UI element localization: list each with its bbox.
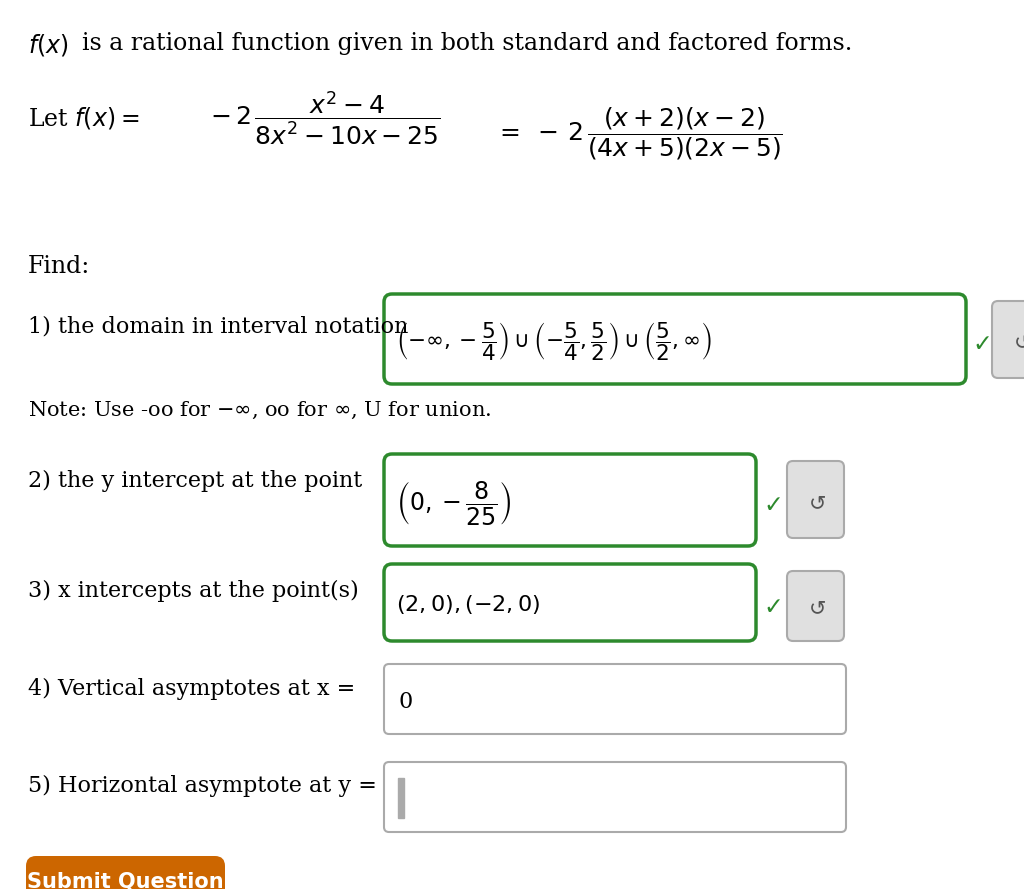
FancyBboxPatch shape xyxy=(26,856,225,889)
FancyBboxPatch shape xyxy=(384,664,846,734)
FancyBboxPatch shape xyxy=(384,564,756,641)
Text: 1) the domain in interval notation: 1) the domain in interval notation xyxy=(28,315,409,337)
FancyBboxPatch shape xyxy=(384,454,756,546)
Text: $\checkmark$: $\checkmark$ xyxy=(972,330,990,354)
Text: $f(x)$: $f(x)$ xyxy=(28,32,69,58)
Text: is a rational function given in both standard and factored forms.: is a rational function given in both sta… xyxy=(82,32,852,55)
FancyBboxPatch shape xyxy=(384,762,846,832)
FancyBboxPatch shape xyxy=(384,294,966,384)
Text: $\circlearrowleft$: $\circlearrowleft$ xyxy=(1009,332,1024,352)
Text: $\circlearrowleft$: $\circlearrowleft$ xyxy=(804,493,826,513)
Text: 5) Horizontal asymptote at y =: 5) Horizontal asymptote at y = xyxy=(28,775,377,797)
Text: 2) the y intercept at the point: 2) the y intercept at the point xyxy=(28,470,362,493)
Text: $(2,0),(-2,0)$: $(2,0),(-2,0)$ xyxy=(396,594,541,616)
Text: $\left(-\infty,-\dfrac{5}{4}\right)\cup\left(-\dfrac{5}{4},\dfrac{5}{2}\right)\c: $\left(-\infty,-\dfrac{5}{4}\right)\cup\… xyxy=(396,321,712,364)
Text: Find:: Find: xyxy=(28,255,90,278)
Text: 0: 0 xyxy=(398,691,413,713)
FancyBboxPatch shape xyxy=(787,461,844,538)
FancyBboxPatch shape xyxy=(787,571,844,641)
Text: $-\,2\,\dfrac{x^2 - 4}{8x^2 - 10x - 25}$: $-\,2\,\dfrac{x^2 - 4}{8x^2 - 10x - 25}$ xyxy=(210,90,440,148)
FancyBboxPatch shape xyxy=(992,301,1024,378)
Text: $\checkmark$: $\checkmark$ xyxy=(763,593,780,617)
Text: $\circlearrowleft$: $\circlearrowleft$ xyxy=(804,598,826,618)
Text: 4) Vertical asymptotes at x =: 4) Vertical asymptotes at x = xyxy=(28,678,355,701)
Text: 3) x intercepts at the point(s): 3) x intercepts at the point(s) xyxy=(28,580,358,602)
Text: Let $f(x) = $: Let $f(x) = $ xyxy=(28,105,139,131)
Text: $\checkmark$: $\checkmark$ xyxy=(763,491,780,515)
Bar xyxy=(398,778,404,818)
Text: Submit Question: Submit Question xyxy=(27,872,223,889)
Text: $= \; -\,2\,\dfrac{(x+2)(x-2)}{(4x+5)(2x-5)}$: $= \; -\,2\,\dfrac{(x+2)(x-2)}{(4x+5)(2x… xyxy=(495,105,782,162)
Text: $\left(0,-\dfrac{8}{25}\right)$: $\left(0,-\dfrac{8}{25}\right)$ xyxy=(396,479,511,527)
Text: Note: Use -oo for $-\infty$, oo for $\infty$, U for union.: Note: Use -oo for $-\infty$, oo for $\in… xyxy=(28,400,492,421)
